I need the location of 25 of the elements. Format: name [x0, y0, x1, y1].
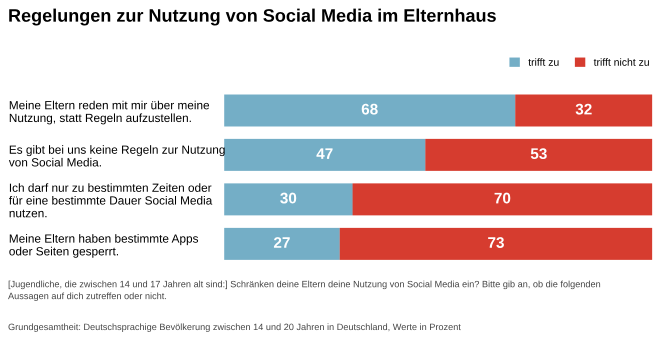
text: [Jugendliche, die zwischen 14 und 17 Jahren alt sind:] Schränken deine Eltern deine Nutzung von Social Media ein? Bitte gib an, ob die folgenden Aussagen auf dich zutreffen oder nicht. [8, 280, 600, 301]
bar [515, 94, 652, 126]
y-tick-label: Meine Eltern reden mit mir über meine Nutzung, statt Regeln aufzustellen. [10, 100, 210, 124]
data-label: 47 [316, 148, 333, 159]
chart-title: Regelungen zur Nutzung von Social Media im Elternhaus [9, 8, 496, 26]
data-label: 68 [362, 104, 378, 115]
data-label: 32 [576, 104, 592, 115]
bar [425, 138, 652, 171]
data-label: 73 [488, 237, 504, 248]
bar [224, 138, 426, 171]
y-tick-label: Meine Eltern haben bestimmte Apps oder Seiten gesperrt. [9, 234, 198, 258]
bar [224, 228, 340, 260]
data-label: 53 [530, 148, 547, 160]
bar [340, 228, 652, 260]
data-label: 70 [494, 192, 510, 204]
bar [224, 94, 516, 126]
legend-label: trifft zu [528, 58, 559, 66]
legend-label: trifft nicht zu [594, 58, 649, 66]
bar [224, 183, 353, 216]
text: Grundgesamtheit: Deutschsprachige Bevölkerung zwischen 14 und 20 Jahren in Deutschland, Werte in Prozent [8, 323, 461, 332]
data-label: 30 [280, 192, 296, 204]
y-tick-label: Ich darf nur zu bestimmten Zeiten oder für eine bestimmte Dauer Social Media nutzen. [9, 183, 212, 218]
bar [352, 183, 652, 216]
y-tick-label: Es gibt bei uns keine Regeln zur Nutzung von Social Media. [8, 145, 225, 167]
data-label: 27 [274, 237, 290, 248]
